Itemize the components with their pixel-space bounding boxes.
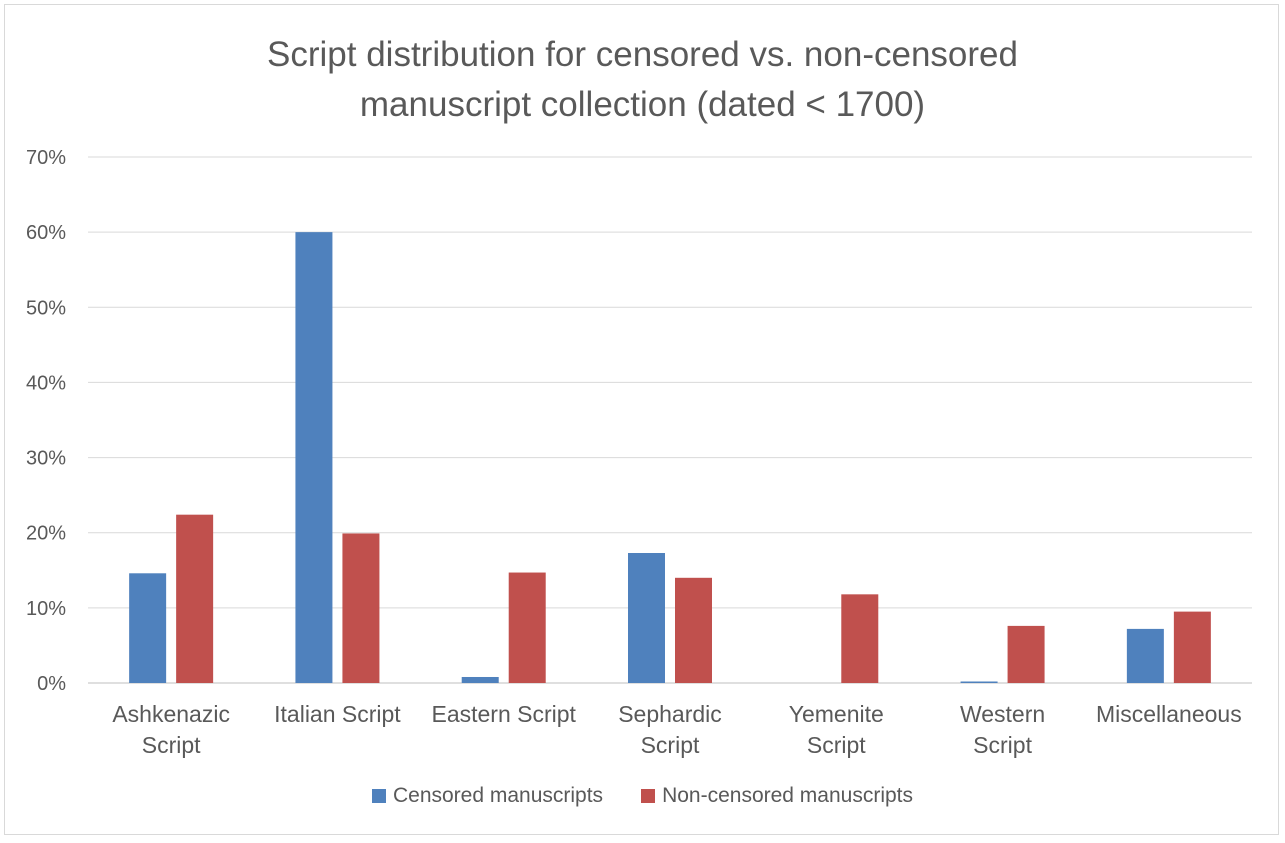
bar-censored <box>295 232 333 683</box>
bar-non-censored <box>342 533 380 683</box>
bar-non-censored <box>841 594 879 683</box>
y-tick-label: 50% <box>26 297 66 319</box>
y-tick-label: 40% <box>26 372 66 394</box>
bar-censored <box>960 681 998 683</box>
x-tick-label: Eastern Script <box>431 701 576 727</box>
chart-legend: Censored manuscripts Non-censored manusc… <box>0 784 1285 808</box>
bar-censored <box>129 573 167 683</box>
x-tick-label: Italian Script <box>274 701 401 727</box>
bar-censored <box>628 553 665 683</box>
bar-censored <box>461 676 499 683</box>
chart-title-line-1: Script distribution for censored vs. non… <box>267 35 1018 74</box>
bar-censored <box>1126 628 1164 683</box>
chart-title-line-2: manuscript collection (dated < 1700) <box>359 85 926 124</box>
legend-label-censored: Censored manuscripts <box>392 784 604 807</box>
x-tick-label: Script <box>973 732 1032 758</box>
x-tick-label: Yemenite <box>789 701 884 727</box>
x-tick-label: Ashkenazic <box>112 701 230 727</box>
y-tick-label: 70% <box>26 147 66 169</box>
bar-non-censored <box>1173 611 1211 683</box>
legend-swatch-non-censored <box>641 789 656 803</box>
legend-swatch-censored <box>371 789 386 803</box>
x-tick-label: Sephardic <box>618 701 722 727</box>
legend-item-non-censored: Non-censored manuscripts <box>641 784 913 808</box>
bar-non-censored <box>176 514 214 683</box>
bar-non-censored <box>1007 625 1045 683</box>
x-tick-label: Miscellaneous <box>1096 701 1242 727</box>
bar-non-censored <box>508 572 546 683</box>
x-tick-label: Script <box>641 732 700 758</box>
y-tick-label: 0% <box>37 673 66 695</box>
legend-item-censored: Censored manuscripts <box>371 784 604 808</box>
x-tick-label: Script <box>142 732 201 758</box>
y-tick-label: 30% <box>26 448 66 470</box>
chart-title: Script distribution for censored vs. non… <box>0 30 1285 130</box>
y-tick-label: 60% <box>26 222 66 244</box>
bar-non-censored <box>675 577 712 683</box>
legend-label-non-censored: Non-censored manuscripts <box>662 784 914 807</box>
y-tick-label: 10% <box>26 598 66 620</box>
x-tick-label: Western <box>960 701 1045 727</box>
y-tick-label: 20% <box>26 523 66 545</box>
chart-frame <box>4 4 1279 835</box>
x-tick-label: Script <box>807 732 866 758</box>
